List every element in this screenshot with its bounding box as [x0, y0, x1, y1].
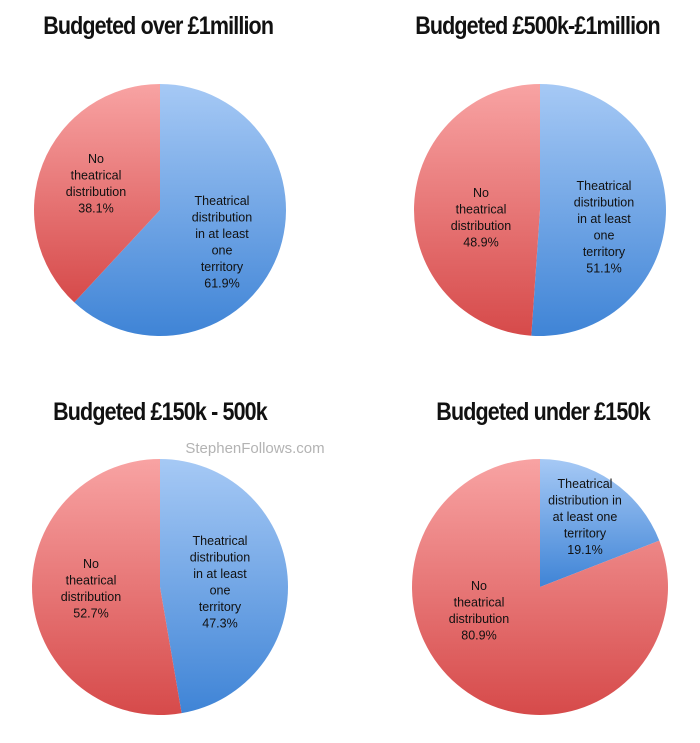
slice-label: Theatrical distribution in at least one terr… [190, 534, 250, 631]
pie-slice-no-theatrical [413, 84, 540, 336]
pie-chart-0: Theatrical distribution in at least one terr… [34, 84, 287, 336]
pie-slice-theatrical [74, 84, 287, 336]
pie-slice-no-theatrical [34, 84, 160, 303]
pie-chart-3: Theatrical distribution in at least one ter… [412, 459, 669, 716]
slice-label: Theatrical distribution in at least one terr… [192, 194, 252, 291]
slice-label: Theatrical distribution in at least one ter… [548, 477, 622, 557]
watermark: StephenFollows.com [185, 440, 325, 457]
pie-slice-theatrical [540, 459, 660, 587]
slice-label: No theatrical distribution 52.7% [61, 557, 121, 621]
slice-label: No theatrical distribution 80.9% [449, 579, 509, 643]
pie-slice-theatrical [531, 84, 666, 336]
pie-slice-no-theatrical [32, 459, 182, 715]
pie-slice-no-theatrical [412, 459, 669, 716]
pie-chart-1: Theatrical distribution in at least one terr… [413, 84, 666, 336]
chart-title-over-1million: Budgeted over £1million [43, 12, 274, 40]
slice-label: Theatrical distribution in at least one terr… [574, 179, 634, 276]
chart-title-150k-500k: Budgeted £150k - 500k [53, 398, 268, 426]
slice-label: No theatrical distribution 38.1% [66, 152, 126, 216]
chart-title-under-150k: Budgeted under £150k [436, 398, 650, 426]
slice-label: No theatrical distribution 48.9% [451, 186, 511, 250]
pie-chart-2: Theatrical distribution in at least one terr… [32, 459, 289, 715]
pie-slice-theatrical [160, 459, 289, 714]
chart-title-500k-1million: Budgeted £500k-£1million [415, 12, 660, 40]
